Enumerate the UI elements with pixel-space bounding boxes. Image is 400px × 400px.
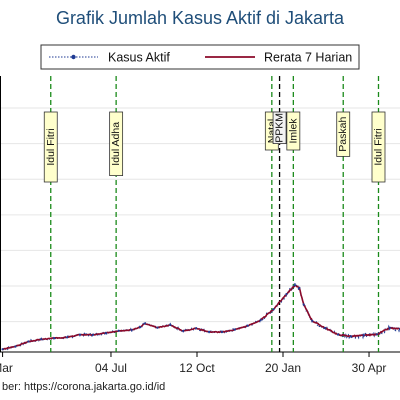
event-label-box	[371, 111, 386, 183]
data-point	[139, 326, 142, 329]
event-label-box	[43, 111, 58, 183]
data-point	[130, 328, 133, 332]
series-line-kasus-aktif	[2, 283, 400, 351]
data-point	[375, 333, 378, 336]
event-label-box	[286, 111, 301, 151]
data-point	[362, 334, 365, 337]
data-point	[182, 329, 185, 333]
legend-label-kasus-aktif: Kasus Aktif	[108, 51, 170, 65]
x-tick-label: 04 Jul	[95, 361, 127, 375]
x-tick-label: 30 Apr	[352, 361, 387, 375]
data-point	[104, 331, 107, 335]
data-point	[40, 338, 43, 341]
data-point	[91, 333, 95, 336]
event-label: Imlek	[287, 118, 299, 144]
data-point	[324, 326, 327, 330]
data-point	[233, 328, 236, 331]
event-label: Idul Fitri	[45, 128, 57, 165]
data-point	[285, 292, 288, 296]
data-point	[336, 333, 340, 336]
data-point	[169, 323, 172, 327]
data-point	[293, 284, 297, 287]
event-label: PPKM	[274, 113, 286, 143]
data-point	[14, 345, 17, 348]
event-label-box	[272, 111, 287, 145]
data-point	[1, 348, 4, 351]
data-point	[311, 319, 314, 322]
legend-marker-kasus-aktif	[71, 54, 76, 60]
data-point	[220, 331, 224, 334]
data-point	[27, 340, 30, 343]
event-label-box	[109, 111, 124, 176]
data-point	[195, 327, 198, 330]
data-point	[65, 336, 69, 339]
data-point	[246, 324, 249, 327]
data-point	[207, 330, 211, 333]
x-tick-label: Mar	[0, 361, 13, 375]
data-point	[388, 326, 391, 330]
x-tick-label: 20 Jan	[265, 361, 301, 375]
source-note: ber: https://corona.jakarta.go.id/id	[2, 381, 166, 393]
data-point	[298, 286, 301, 290]
data-point	[302, 303, 305, 306]
data-point	[259, 319, 262, 322]
data-point	[78, 333, 82, 336]
x-tick-label: 12 Oct	[179, 361, 215, 375]
plot-area	[0, 76, 400, 352]
data-point	[349, 335, 353, 338]
event-label-box	[336, 111, 351, 157]
event-label: Idul Fitri	[372, 128, 384, 165]
data-point	[143, 322, 146, 325]
data-point	[272, 308, 275, 311]
legend-label-rerata: Rerata 7 Harian	[264, 51, 352, 65]
event-label: Idul Adha	[110, 122, 122, 166]
data-point	[53, 337, 56, 340]
data-point	[156, 326, 159, 329]
chart-title: Grafik Jumlah Kasus Aktif di Jakarta	[55, 8, 345, 28]
event-label: Paskah	[337, 117, 349, 152]
series-line-rerata-7-harian	[2, 284, 400, 351]
data-point	[117, 329, 120, 332]
